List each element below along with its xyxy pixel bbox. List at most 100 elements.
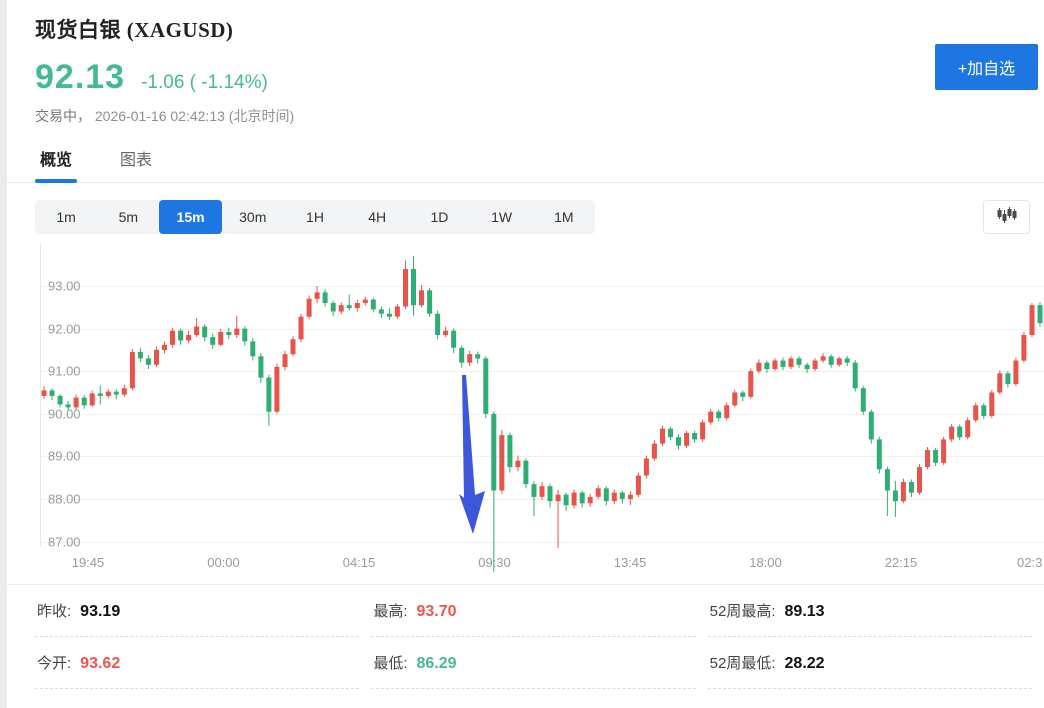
candle-body xyxy=(451,330,457,348)
candle-body xyxy=(194,326,200,335)
candle-body xyxy=(997,373,1003,393)
candle-body xyxy=(820,356,826,361)
candle-body xyxy=(900,482,906,502)
candle-body xyxy=(909,482,914,493)
candle-body xyxy=(89,393,95,406)
x-axis-label: 00:00 xyxy=(207,555,240,570)
candle-body xyxy=(748,371,754,397)
status-row: 交易中， 2026-01-16 02:42:13 (北京时间) xyxy=(35,106,1044,126)
timeframe-1D[interactable]: 1D xyxy=(430,209,449,225)
stat-value: 93.70 xyxy=(416,603,457,620)
candle-body xyxy=(394,306,400,317)
gridline xyxy=(40,456,1044,458)
candle-body xyxy=(386,313,392,317)
candle-body xyxy=(346,305,352,309)
page-title: 现货白银 (XAGUSD) xyxy=(35,18,234,42)
candle-body xyxy=(892,490,898,502)
candle-body xyxy=(668,428,673,438)
candle-body xyxy=(467,354,473,363)
add-watchlist-button[interactable]: +加自选 xyxy=(935,44,1038,90)
candle-body xyxy=(917,467,922,493)
down-arrow-annotation xyxy=(459,375,485,534)
candle-body xyxy=(274,366,280,412)
stat-value: 93.62 xyxy=(80,655,121,672)
candle-body xyxy=(162,344,167,350)
stat-value: 28.22 xyxy=(784,655,825,672)
candle-body xyxy=(884,469,890,491)
candle-body xyxy=(1005,373,1011,384)
stat-label: 最低: xyxy=(373,655,408,672)
candle-body xyxy=(145,358,151,365)
timeframe-4H[interactable]: 4H xyxy=(368,209,387,225)
candle-body xyxy=(724,405,730,419)
candle-body xyxy=(338,305,344,312)
stat-high_52w: 52周最高: 89.13 xyxy=(707,585,1032,637)
candle-body xyxy=(218,332,224,345)
candle-body xyxy=(756,362,762,372)
candle-body xyxy=(547,486,553,502)
chart-type-button[interactable] xyxy=(983,200,1030,234)
candle-body xyxy=(836,358,842,365)
timeframe-30m[interactable]: 30m xyxy=(239,209,267,225)
candle-body xyxy=(1021,335,1027,361)
timeframe-1W[interactable]: 1W xyxy=(491,209,513,225)
candlestick-chart-icon xyxy=(996,206,1018,229)
gridline xyxy=(40,413,1044,415)
candle-body xyxy=(515,460,521,468)
stat-prev_close: 昨收: 93.19 xyxy=(35,585,360,637)
candle-body xyxy=(595,488,601,497)
candle-body xyxy=(772,360,778,369)
y-axis-label: 92.00 xyxy=(48,321,81,337)
candle-body xyxy=(73,397,79,408)
tab-chart[interactable]: 图表 xyxy=(120,152,153,169)
candle-body xyxy=(378,309,384,314)
candle-body xyxy=(579,492,585,504)
timeframe-1m[interactable]: 1m xyxy=(56,209,76,225)
candlestick-series xyxy=(41,256,1043,572)
candle-body xyxy=(796,358,802,365)
timeframe-1M[interactable]: 1M xyxy=(554,209,574,225)
candle-body xyxy=(65,404,71,408)
timeframe-1H[interactable]: 1H xyxy=(306,209,324,225)
candle-body xyxy=(941,439,947,463)
candle-body xyxy=(298,316,304,340)
stat-low_52w: 52周最低: 28.22 xyxy=(707,637,1032,689)
stat-label: 最高: xyxy=(373,603,408,620)
candle-body xyxy=(571,492,577,506)
candle-body xyxy=(154,349,159,365)
candle-body xyxy=(965,420,971,438)
candle-body xyxy=(57,395,63,405)
quote-timestamp: 2026-01-16 02:42:13 xyxy=(94,108,225,124)
stat-open: 今开: 93.62 xyxy=(35,637,360,689)
candle-body xyxy=(137,352,143,359)
candle-body xyxy=(925,450,930,467)
candle-body xyxy=(475,354,481,359)
candle-body xyxy=(619,492,625,499)
candle-body xyxy=(250,341,256,357)
candle-body xyxy=(716,411,722,419)
candle-body xyxy=(258,356,264,378)
candle-body xyxy=(603,488,609,502)
tab-overview[interactable]: 概览 xyxy=(35,146,78,183)
x-axis-label: 09:30 xyxy=(478,555,511,570)
stat-label: 今开: xyxy=(37,655,72,672)
candle-body xyxy=(828,356,834,365)
x-axis-label: 02:3 xyxy=(1017,555,1043,570)
candle-body xyxy=(531,484,537,497)
price-chart[interactable]: 93.00 92.00 91.00 90.00 89.00 88.00 87.00 19:45… xyxy=(40,244,1044,578)
y-axis-label: 87.00 xyxy=(48,534,81,550)
candle-body xyxy=(322,292,328,304)
timeframe-15m[interactable]: 15m xyxy=(159,200,222,234)
candle-body xyxy=(234,328,240,335)
candle-body xyxy=(740,392,746,397)
timeframe-5m[interactable]: 5m xyxy=(118,209,139,225)
candle-body xyxy=(459,347,465,363)
gridline xyxy=(40,541,1044,543)
candle-body xyxy=(306,298,312,317)
x-axis-label: 19:45 xyxy=(71,555,105,570)
candle-body xyxy=(178,330,184,341)
candle-body xyxy=(780,360,786,367)
x-axis-label: 22:15 xyxy=(884,555,918,570)
candle-body xyxy=(419,290,424,306)
candle-body xyxy=(507,435,513,468)
